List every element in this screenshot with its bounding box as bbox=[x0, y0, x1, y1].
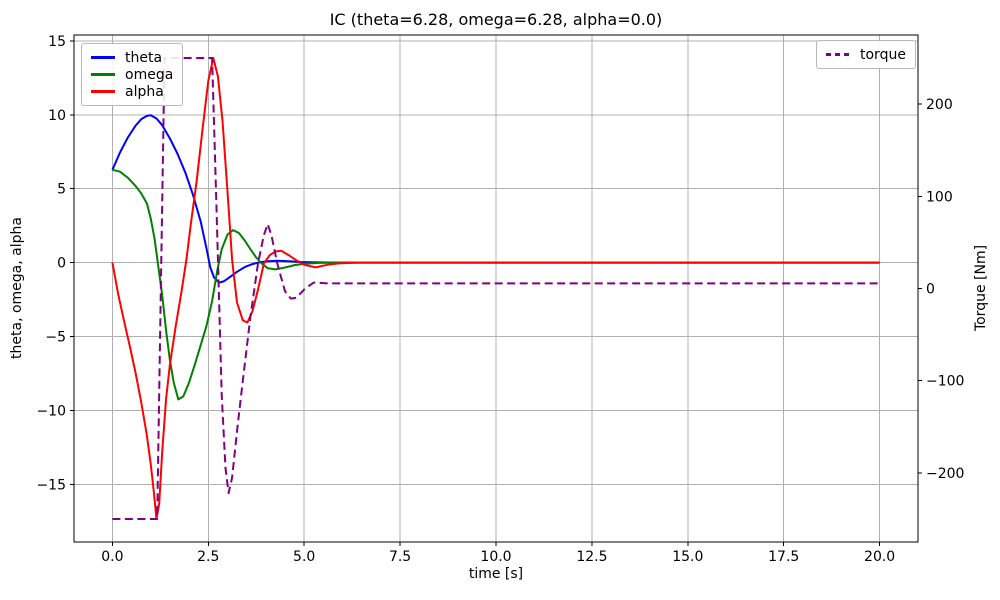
legend-swatch-torque bbox=[826, 53, 850, 56]
legend-label: alpha bbox=[125, 83, 164, 100]
legend-label: theta bbox=[125, 49, 163, 66]
legend-label: omega bbox=[125, 66, 174, 83]
legend-entry-omega: omega bbox=[91, 66, 173, 83]
y-left-tick-label: 0 bbox=[57, 256, 66, 272]
x-tick-label: 7.5 bbox=[389, 549, 411, 565]
legend-entry-alpha: alpha bbox=[91, 83, 173, 100]
x-tick-label: 12.5 bbox=[576, 549, 607, 565]
x-tick-label: 5.0 bbox=[293, 549, 315, 565]
legend-swatch-omega bbox=[91, 73, 115, 76]
legend-entry-torque: torque bbox=[826, 46, 906, 63]
x-tick-label: 10.0 bbox=[480, 549, 511, 565]
y-left-tick-label: 10 bbox=[48, 108, 66, 124]
series-alpha bbox=[111, 56, 880, 521]
legend-swatch-theta bbox=[91, 56, 115, 59]
y-right-tick-label: 0 bbox=[926, 282, 935, 298]
series-torque bbox=[112, 57, 880, 520]
series-theta bbox=[111, 114, 880, 284]
legend-swatch-alpha bbox=[91, 90, 115, 93]
x-tick-label: 0.0 bbox=[101, 549, 123, 565]
x-tick-label: 17.5 bbox=[768, 549, 799, 565]
y-left-tick-label: −10 bbox=[36, 403, 66, 419]
y-left-tick-label: −15 bbox=[36, 477, 66, 493]
legend-entry-theta: theta bbox=[91, 49, 173, 66]
chart-title: IC (theta=6.28, omega=6.28, alpha=0.0) bbox=[329, 10, 663, 29]
x-tick-label: 20.0 bbox=[864, 549, 895, 565]
y-right-tick-label: 100 bbox=[926, 189, 953, 205]
y-left-tick-label: 5 bbox=[57, 182, 66, 198]
y-right-tick-label: 200 bbox=[926, 97, 953, 113]
legend-label: torque bbox=[860, 46, 906, 63]
legend-states: theta omega alpha bbox=[81, 43, 184, 106]
y-left-tick-label: −5 bbox=[45, 330, 66, 346]
legend-torque: torque bbox=[816, 40, 916, 69]
x-tick-label: 2.5 bbox=[197, 549, 219, 565]
y-left-tick-label: 15 bbox=[48, 34, 66, 50]
y-right-tick-label: −200 bbox=[926, 466, 964, 482]
y-axis-label-left: theta, omega, alpha bbox=[9, 217, 25, 359]
y-right-tick-label: −100 bbox=[926, 374, 964, 390]
x-tick-label: 15.0 bbox=[672, 549, 703, 565]
x-axis-label: time [s] bbox=[468, 566, 524, 582]
y-axis-label-right: Torque [Nm] bbox=[973, 244, 989, 332]
series-omega bbox=[112, 168, 880, 401]
